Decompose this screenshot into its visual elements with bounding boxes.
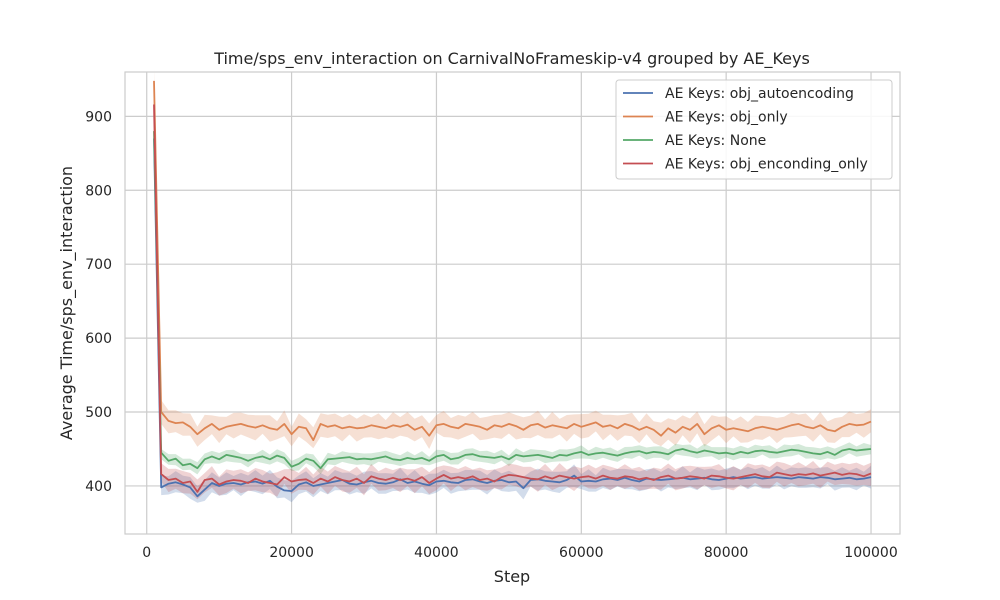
legend-label: AE Keys: None: [665, 133, 766, 149]
series-line-2: [153, 131, 872, 470]
y-axis-label: Average Time/sps_env_interaction: [57, 166, 77, 440]
series-line-3: [153, 104, 872, 493]
y-tick-label: 400: [85, 479, 112, 495]
legend-label: AE Keys: obj_enconding_only: [665, 157, 868, 173]
plot-frame: [124, 71, 901, 535]
legend: AE Keys: obj_autoencoding AE Keys: obj_on…: [615, 79, 893, 180]
x-axis-label: Step: [494, 567, 530, 586]
y-tick-label: 700: [85, 257, 112, 273]
legend-label: AE Keys: obj_autoencoding: [665, 86, 854, 102]
x-tick-label: 80000: [704, 545, 749, 561]
x-tick-label: 60000: [559, 545, 604, 561]
legend-label: AE Keys: obj_only: [665, 110, 788, 126]
series-lines: [153, 80, 872, 498]
y-axis-ticks: 400 500 600 700 800 900: [85, 109, 112, 495]
x-axis-ticks: 0 20000 40000 60000 80000 100000: [142, 545, 897, 561]
legend-box: [615, 79, 893, 180]
chart-title: Time/sps_env_interaction on CarnivalNoFr…: [213, 49, 810, 69]
x-tick-label: 0: [142, 545, 151, 561]
x-tick-label: 100000: [844, 545, 897, 561]
y-tick-label: 800: [85, 183, 112, 199]
y-tick-label: 900: [85, 109, 112, 125]
x-tick-label: 20000: [269, 545, 314, 561]
x-tick-label: 40000: [414, 545, 459, 561]
y-tick-label: 600: [85, 331, 112, 347]
y-tick-label: 500: [85, 405, 112, 421]
series-line-1: [153, 80, 872, 442]
